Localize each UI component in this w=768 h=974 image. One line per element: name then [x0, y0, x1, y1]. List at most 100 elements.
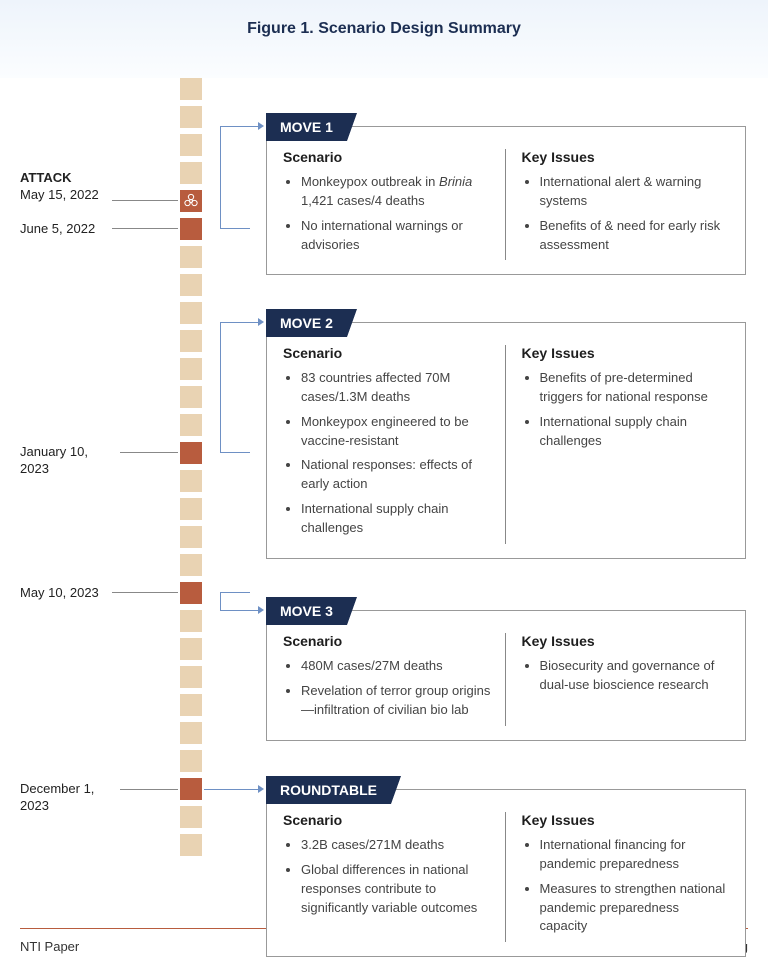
- timeline-block: [180, 526, 202, 548]
- footer-left: NTI Paper: [20, 939, 79, 954]
- issues-head: Key Issues: [522, 812, 730, 828]
- move3-issues-list: Biosecurity and governance of dual-use b…: [522, 657, 730, 695]
- arrow-move3: [258, 606, 264, 614]
- list-item: National responses: effects of early act…: [301, 456, 491, 494]
- diagram-canvas: ATTACK May 15, 2022 June 5, 2022 January…: [20, 78, 748, 908]
- timeline-block: [180, 134, 202, 156]
- date-jun5: June 5, 2022: [20, 221, 140, 238]
- elbow-roundtable: [204, 789, 260, 790]
- move-box-roundtable: ROUNDTABLE Scenario 3.2B cases/271M deat…: [266, 789, 746, 957]
- figure-title: Figure 1. Scenario Design Summary: [0, 0, 768, 78]
- attack-head: ATTACK: [20, 170, 140, 187]
- timeline-block: [180, 106, 202, 128]
- move1-issues: Key Issues International alert & warning…: [522, 149, 730, 260]
- arrow-move2: [258, 318, 264, 326]
- timeline: [180, 78, 202, 862]
- timeline-block: [180, 386, 202, 408]
- list-item: Global differences in national responses…: [301, 861, 491, 918]
- timeline-block: [180, 778, 202, 800]
- date-attack: ATTACK May 15, 2022: [20, 170, 140, 204]
- move-tab-1: MOVE 1: [266, 113, 347, 141]
- roundtable-issues-list: International financing for pandemic pre…: [522, 836, 730, 936]
- move1-issues-list: International alert & warning systemsBen…: [522, 173, 730, 254]
- list-item: Benefits of pre-determined triggers for …: [540, 369, 730, 407]
- issues-head: Key Issues: [522, 633, 730, 649]
- move-box-1: MOVE 1 Scenario Monkeypox outbreak in Br…: [266, 126, 746, 275]
- issues-head: Key Issues: [522, 149, 730, 165]
- list-item: Benefits of & need for early risk assess…: [540, 217, 730, 255]
- move3-issues: Key Issues Biosecurity and governance of…: [522, 633, 730, 726]
- timeline-block: [180, 694, 202, 716]
- date-dec1: December 1, 2023: [20, 781, 120, 815]
- elbow-move1: [220, 126, 250, 229]
- list-item: 480M cases/27M deaths: [301, 657, 491, 676]
- attack-date: May 15, 2022: [20, 187, 99, 202]
- list-item: Monkeypox outbreak in Brinia 1,421 cases…: [301, 173, 491, 211]
- timeline-block: [180, 246, 202, 268]
- timeline-block: [180, 610, 202, 632]
- move2-scenario-list: 83 countries affected 70M cases/1.3M dea…: [283, 369, 491, 538]
- roundtable-scenario: Scenario 3.2B cases/271M deathsGlobal di…: [283, 812, 506, 942]
- connector-attack: [112, 200, 178, 201]
- elbow-move1-top: [220, 126, 260, 127]
- timeline-block: [180, 806, 202, 828]
- scenario-head: Scenario: [283, 345, 491, 361]
- elbow-move3: [220, 592, 250, 610]
- timeline-block: [180, 302, 202, 324]
- connector-may10: [112, 592, 178, 593]
- timeline-block: [180, 554, 202, 576]
- move2-scenario: Scenario 83 countries affected 70M cases…: [283, 345, 506, 544]
- scenario-head: Scenario: [283, 633, 491, 649]
- scenario-head: Scenario: [283, 812, 491, 828]
- timeline-block: [180, 470, 202, 492]
- move3-scenario-list: 480M cases/27M deaths Revelation of terro…: [283, 657, 491, 720]
- list-item: Biosecurity and governance of dual-use b…: [540, 657, 730, 695]
- biohazard-icon: [180, 190, 202, 212]
- timeline-block: [180, 442, 202, 464]
- issues-head: Key Issues: [522, 345, 730, 361]
- move2-issues: Key Issues Benefits of pre-determined tr…: [522, 345, 730, 544]
- list-item: Monkeypox engineered to be vaccine-resis…: [301, 413, 491, 451]
- arrow-move1: [258, 122, 264, 130]
- timeline-block: [180, 722, 202, 744]
- timeline-block: [180, 330, 202, 352]
- list-item: No international warnings or advisories: [301, 217, 491, 255]
- list-item: Measures to strengthen national pandemic…: [540, 880, 730, 937]
- elbow-move2: [220, 322, 250, 453]
- list-item: Revelation of terror group origins—infil…: [301, 682, 491, 720]
- move-tab-2: MOVE 2: [266, 309, 347, 337]
- elbow-move2-top: [220, 322, 260, 323]
- roundtable-scenario-list: 3.2B cases/271M deathsGlobal differences…: [283, 836, 491, 917]
- timeline-block: [180, 162, 202, 184]
- connector-jan10: [120, 452, 178, 453]
- list-item: International supply chain challenges: [540, 413, 730, 451]
- timeline-block: [180, 750, 202, 772]
- move-box-3: MOVE 3 Scenario 480M cases/27M deathsRev…: [266, 610, 746, 741]
- arrow-roundtable: [258, 785, 264, 793]
- roundtable-issues: Key Issues International financing for p…: [522, 812, 730, 942]
- list-item: International financing for pandemic pre…: [540, 836, 730, 874]
- timeline-block: [180, 78, 202, 100]
- scenario-head: Scenario: [283, 149, 491, 165]
- timeline-block: [180, 414, 202, 436]
- page: Figure 1. Scenario Design Summary ATTACK…: [0, 0, 768, 974]
- connector-jun5: [112, 228, 178, 229]
- timeline-block: [180, 834, 202, 856]
- move3-scenario: Scenario 480M cases/27M deaths Revelation…: [283, 633, 506, 726]
- timeline-block: [180, 218, 202, 240]
- elbow-move3-bot: [220, 610, 260, 611]
- timeline-block: [180, 638, 202, 660]
- timeline-block: [180, 274, 202, 296]
- move-tab-roundtable: ROUNDTABLE: [266, 776, 391, 804]
- list-item: 83 countries affected 70M cases/1.3M dea…: [301, 369, 491, 407]
- timeline-block: [180, 498, 202, 520]
- date-may10: May 10, 2023: [20, 585, 140, 602]
- timeline-block: [180, 358, 202, 380]
- timeline-block: [180, 582, 202, 604]
- list-item: International supply chain challenges: [301, 500, 491, 538]
- move2-issues-list: Benefits of pre-determined triggers for …: [522, 369, 730, 450]
- move1-scenario-list: Monkeypox outbreak in Brinia 1,421 cases…: [283, 173, 491, 254]
- timeline-block: [180, 666, 202, 688]
- move1-scenario: Scenario Monkeypox outbreak in Brinia 1,…: [283, 149, 506, 260]
- connector-dec1: [120, 789, 178, 790]
